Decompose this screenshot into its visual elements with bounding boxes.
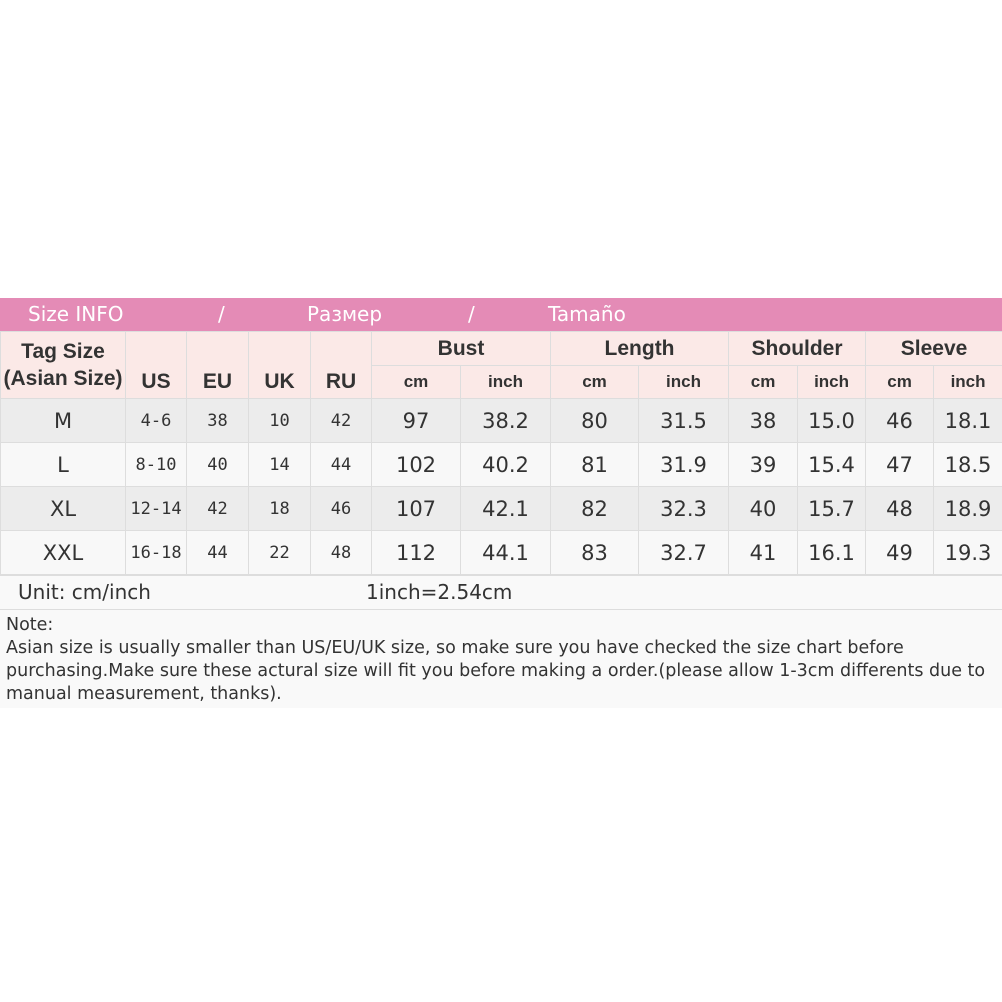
- cell-us: 12-14: [125, 486, 187, 531]
- header-bust-inch: inch: [459, 365, 552, 399]
- header-asian-size-label: (Asian Size): [3, 367, 123, 390]
- cell-len-in: 31.5: [638, 398, 730, 443]
- size-chart: Size INFO / Размер / Tamaño Tag Size (As…: [0, 298, 1002, 708]
- header-bust: Bust: [370, 331, 552, 366]
- table-row: XL 12-14 42 18 46 107 42.1 82 32.3 40 15.7 48 18.9: [0, 486, 1002, 531]
- cell-sl-cm: 46: [865, 398, 935, 443]
- cell-bust-in: 44.1: [459, 530, 552, 575]
- cell-ru: 44: [310, 442, 372, 487]
- cell-bust-in: 40.2: [459, 442, 552, 487]
- title-en: Size INFO: [28, 302, 124, 326]
- title-es: Tamaño: [548, 302, 626, 326]
- cell-len-in: 31.9: [638, 442, 730, 487]
- cell-sl-cm: 48: [865, 486, 935, 531]
- header-length-inch: inch: [638, 365, 730, 399]
- cell-bust-in: 42.1: [459, 486, 552, 531]
- unit-label: Unit: cm/inch: [18, 580, 151, 604]
- cell-eu: 42: [186, 486, 249, 531]
- title-separator: /: [468, 302, 475, 326]
- size-table: Tag Size (Asian Size) US EU UK RU Bust L…: [0, 331, 1002, 575]
- header-sleeve-inch: inch: [933, 365, 1002, 399]
- cell-ru: 46: [310, 486, 372, 531]
- cell-uk: 22: [248, 530, 311, 575]
- header-us: US: [125, 331, 187, 399]
- cell-uk: 18: [248, 486, 311, 531]
- cell-len-in: 32.7: [638, 530, 730, 575]
- cell-len-in: 32.3: [638, 486, 730, 531]
- header-sleeve-cm: cm: [865, 365, 935, 399]
- note-label: Note:: [6, 615, 54, 635]
- cell-eu: 38: [186, 398, 249, 443]
- cell-eu: 40: [186, 442, 249, 487]
- cell-us: 8-10: [125, 442, 187, 487]
- cell-sl-in: 18.5: [933, 442, 1002, 487]
- cell-uk: 10: [248, 398, 311, 443]
- cell-ru: 48: [310, 530, 372, 575]
- header-uk: UK: [248, 331, 311, 399]
- header-eu: EU: [186, 331, 249, 399]
- cell-eu: 44: [186, 530, 249, 575]
- header-bust-cm: cm: [371, 365, 461, 399]
- cell-bust-cm: 97: [371, 398, 461, 443]
- cell-len-cm: 80: [550, 398, 640, 443]
- header-length: Length: [550, 331, 730, 366]
- cell-sl-in: 18.9: [933, 486, 1002, 531]
- cell-sl-in: 19.3: [933, 530, 1002, 575]
- cell-sh-cm: 39: [728, 442, 799, 487]
- header-ru: RU: [310, 331, 372, 399]
- cell-us: 16-18: [125, 530, 187, 575]
- cell-bust-cm: 102: [371, 442, 461, 487]
- title-bar: Size INFO / Размер / Tamaño: [0, 298, 1002, 331]
- header-tag-size-label: Tag Size: [21, 340, 105, 363]
- table-row: M 4-6 38 10 42 97 38.2 80 31.5 38 15.0 46 18.1: [0, 398, 1002, 443]
- cell-len-cm: 83: [550, 530, 640, 575]
- cell-tag: XL: [0, 486, 126, 531]
- cell-sl-cm: 47: [865, 442, 935, 487]
- unit-row: Unit: cm/inch 1inch=2.54cm: [0, 575, 1002, 610]
- table-row: L 8-10 40 14 44 102 40.2 81 31.9 39 15.4 47 18.5: [0, 442, 1002, 487]
- cell-us: 4-6: [125, 398, 187, 443]
- cell-bust-cm: 107: [371, 486, 461, 531]
- cell-sl-cm: 49: [865, 530, 935, 575]
- cell-bust-cm: 112: [371, 530, 461, 575]
- cell-bust-in: 38.2: [459, 398, 552, 443]
- header-shoulder: Shoulder: [728, 331, 867, 366]
- cell-sh-cm: 38: [728, 398, 799, 443]
- note-text: Asian size is usually smaller than US/EU…: [6, 638, 986, 704]
- cell-sh-in: 16.1: [797, 530, 867, 575]
- cell-tag: L: [0, 442, 126, 487]
- title-separator: /: [218, 302, 225, 326]
- cell-sh-in: 15.0: [797, 398, 867, 443]
- header-sleeve: Sleeve: [865, 331, 1002, 366]
- header-shoulder-cm: cm: [728, 365, 799, 399]
- cell-uk: 14: [248, 442, 311, 487]
- cell-tag: M: [0, 398, 126, 443]
- table-row: XXL 16-18 44 22 48 112 44.1 83 32.7 41 16.1 49 19.3: [0, 530, 1002, 575]
- cell-sh-cm: 41: [728, 530, 799, 575]
- note: Note: Asian size is usually smaller than…: [0, 610, 1002, 708]
- conversion-label: 1inch=2.54cm: [366, 580, 513, 604]
- cell-sh-cm: 40: [728, 486, 799, 531]
- cell-sh-in: 15.7: [797, 486, 867, 531]
- cell-len-cm: 82: [550, 486, 640, 531]
- title-ru: Размер: [307, 302, 383, 326]
- cell-sl-in: 18.1: [933, 398, 1002, 443]
- header-length-cm: cm: [550, 365, 640, 399]
- cell-sh-in: 15.4: [797, 442, 867, 487]
- header-tag-size: Tag Size (Asian Size): [0, 331, 126, 399]
- cell-tag: XXL: [0, 530, 126, 575]
- header-shoulder-inch: inch: [797, 365, 867, 399]
- cell-ru: 42: [310, 398, 372, 443]
- cell-len-cm: 81: [550, 442, 640, 487]
